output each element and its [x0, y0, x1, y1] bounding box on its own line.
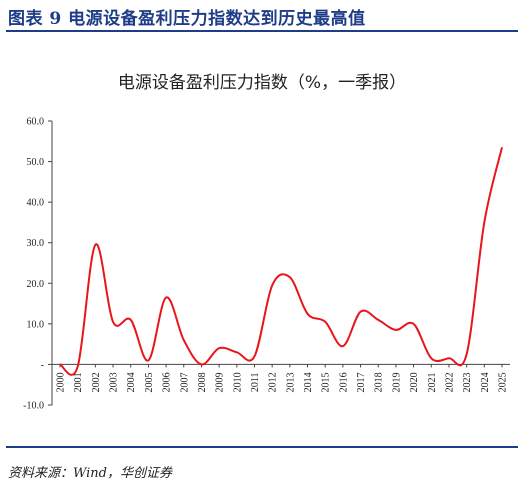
data-point	[430, 357, 432, 359]
x-tick-label: 2004	[126, 372, 137, 392]
data-point	[324, 321, 326, 323]
data-point	[130, 319, 132, 321]
x-tick-label: 2013	[285, 372, 296, 392]
x-tick-label: 2007	[179, 372, 190, 392]
data-point	[448, 357, 450, 359]
data-point	[165, 297, 167, 299]
data-point	[395, 329, 397, 331]
x-tick-label: 2009	[215, 372, 226, 392]
data-point	[218, 347, 220, 349]
x-tick-label: 2014	[303, 372, 314, 392]
data-point	[289, 276, 291, 278]
x-tick-label: 2003	[109, 372, 120, 392]
x-tick-label: 2019	[391, 372, 402, 392]
y-tick-label: 60.0	[27, 117, 45, 128]
x-tick-label: 2000	[56, 372, 67, 392]
x-tick-label: 2016	[338, 372, 349, 392]
data-point	[501, 146, 503, 148]
x-tick-label: 2012	[268, 372, 279, 392]
data-point	[183, 339, 185, 341]
series-line	[59, 147, 503, 376]
x-tick-label: 2002	[91, 372, 102, 392]
figure-title: 图表 9 电源设备盈利压力指数达到历史最高值	[8, 9, 366, 29]
x-tick-label: 2020	[409, 372, 420, 392]
data-point	[254, 355, 256, 357]
title-rule	[6, 30, 518, 32]
data-point	[413, 323, 415, 325]
chart-title: 电源设备盈利压力指数（%，一季报）	[118, 73, 406, 93]
y-tick-label: 40.0	[27, 198, 45, 209]
data-point	[77, 366, 79, 368]
data-point	[200, 363, 202, 365]
x-axis: 2000 2001 2002 2003 2004 2005 2006 2007 2008 2009…	[52, 363, 510, 392]
x-tick-label: 2017	[356, 372, 367, 392]
data-point	[360, 311, 362, 313]
x-tick-label: 2011	[250, 372, 261, 392]
y-tick-label: 20.0	[27, 279, 45, 290]
data-point	[377, 319, 379, 321]
x-tick-label: 2010	[232, 372, 243, 392]
source-rule	[6, 446, 518, 448]
x-tick-label: 2006	[162, 372, 173, 392]
x-tick-label: 2024	[480, 372, 491, 392]
plot-area	[59, 146, 503, 376]
data-point	[112, 321, 114, 323]
y-tick-label: 50.0	[27, 157, 45, 168]
y-tick-label: -10.0	[23, 401, 44, 412]
x-tick-label: 2015	[321, 372, 332, 392]
x-tick-label: 2005	[144, 372, 155, 392]
data-point	[307, 313, 309, 315]
y-tick-label: 30.0	[27, 238, 45, 249]
x-tick-label: 2001	[73, 372, 84, 392]
data-point	[59, 363, 61, 365]
y-tick-label: -	[41, 360, 44, 371]
y-tick-label: 10.0	[27, 319, 45, 330]
x-tick-label: 2023	[462, 372, 473, 392]
data-point	[342, 345, 344, 347]
x-tick-label: 2021	[427, 372, 438, 392]
x-tick-label: 2018	[374, 372, 385, 392]
source-note: 资料来源：Wind，华创证券	[8, 466, 172, 481]
x-tick-label: 2025	[498, 372, 509, 392]
x-tick-label: 2008	[197, 372, 208, 392]
data-point	[94, 244, 96, 246]
data-point	[147, 359, 149, 361]
y-axis: -10.0-10.020.030.040.050.060.0	[23, 117, 53, 412]
data-point	[236, 351, 238, 353]
data-point	[271, 284, 273, 286]
data-point	[483, 221, 485, 223]
x-tick-label: 2022	[444, 372, 455, 392]
data-point	[466, 353, 468, 355]
